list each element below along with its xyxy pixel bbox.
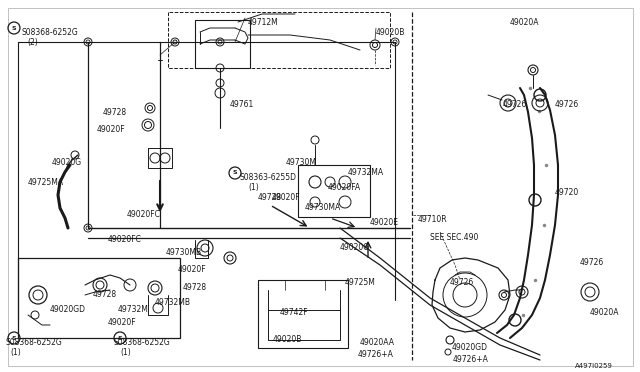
Text: S: S xyxy=(12,336,16,340)
Bar xyxy=(195,20,250,68)
Text: S08368-6252G: S08368-6252G xyxy=(113,338,170,347)
Bar xyxy=(258,280,348,348)
Text: S: S xyxy=(233,170,237,176)
Text: 49728: 49728 xyxy=(258,193,282,202)
Text: 49728: 49728 xyxy=(183,283,207,292)
Text: 49020F: 49020F xyxy=(108,318,136,327)
Text: (1): (1) xyxy=(10,348,20,357)
Text: 49020A: 49020A xyxy=(590,308,620,317)
Text: A497I0259: A497I0259 xyxy=(575,363,613,369)
Text: (2): (2) xyxy=(27,38,38,47)
Text: 49020B: 49020B xyxy=(376,28,405,37)
Text: 49020F: 49020F xyxy=(272,193,301,202)
Text: 49710R: 49710R xyxy=(418,215,447,224)
Text: 49020G: 49020G xyxy=(340,243,370,252)
Text: S08368-6252G: S08368-6252G xyxy=(5,338,61,347)
Text: 49020AA: 49020AA xyxy=(360,338,395,347)
Text: 49020A: 49020A xyxy=(510,18,540,27)
Text: 49726: 49726 xyxy=(555,100,579,109)
Text: 49726: 49726 xyxy=(580,258,604,267)
Text: (1): (1) xyxy=(120,348,131,357)
Text: 49732M: 49732M xyxy=(118,305,149,314)
Text: 49726: 49726 xyxy=(503,100,527,109)
Bar xyxy=(298,165,370,217)
Text: 49020F: 49020F xyxy=(97,125,125,134)
Text: 49761: 49761 xyxy=(230,100,254,109)
Text: (1): (1) xyxy=(248,183,259,192)
Text: 49726: 49726 xyxy=(450,278,474,287)
Text: 49732MB: 49732MB xyxy=(155,298,191,307)
Text: 49742F: 49742F xyxy=(280,308,308,317)
Text: 49720: 49720 xyxy=(555,188,579,197)
Text: S08368-6252G: S08368-6252G xyxy=(22,28,79,37)
Text: 49020F: 49020F xyxy=(178,265,207,274)
Text: 49730MA: 49730MA xyxy=(305,203,341,212)
Text: 49020E: 49020E xyxy=(370,218,399,227)
Text: 49726+A: 49726+A xyxy=(358,350,394,359)
Text: 49020GD: 49020GD xyxy=(50,305,86,314)
Text: SEE SEC.490: SEE SEC.490 xyxy=(430,233,478,242)
Text: 49020B: 49020B xyxy=(273,335,302,344)
Text: S: S xyxy=(12,26,16,31)
Text: 49020FC: 49020FC xyxy=(127,210,161,219)
Text: 49725MA: 49725MA xyxy=(28,178,64,187)
Text: 49020G: 49020G xyxy=(52,158,82,167)
Text: 49726+A: 49726+A xyxy=(453,355,489,364)
Text: 49730M: 49730M xyxy=(286,158,317,167)
Text: 49725M: 49725M xyxy=(345,278,376,287)
Text: 49732MA: 49732MA xyxy=(348,168,384,177)
Text: S08363-6255D: S08363-6255D xyxy=(240,173,297,182)
Bar xyxy=(18,258,180,338)
Text: 49728: 49728 xyxy=(103,108,127,117)
Text: S: S xyxy=(118,336,122,340)
Text: 49728: 49728 xyxy=(93,290,117,299)
Text: 49020FA: 49020FA xyxy=(328,183,361,192)
Text: 49020FC: 49020FC xyxy=(108,235,142,244)
Text: 49020GD: 49020GD xyxy=(452,343,488,352)
Text: 49712M: 49712M xyxy=(248,18,279,27)
Text: 49730MB: 49730MB xyxy=(166,248,202,257)
